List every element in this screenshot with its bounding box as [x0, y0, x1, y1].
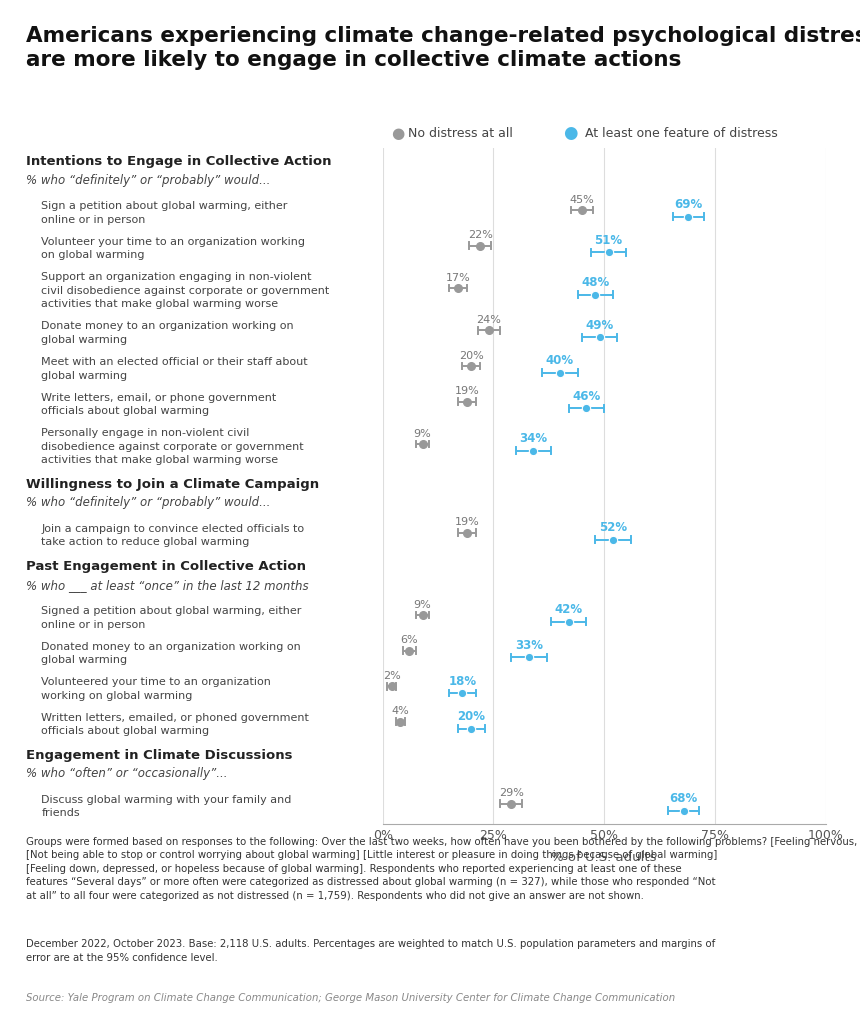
Text: Write letters, email, or phone government
officials about global warming: Write letters, email, or phone governmen… — [41, 392, 277, 416]
Text: 19%: 19% — [454, 386, 479, 396]
Text: 42%: 42% — [555, 603, 583, 616]
Text: Volunteered your time to an organization
working on global warming: Volunteered your time to an organization… — [41, 677, 271, 700]
Text: Volunteer your time to an organization working
on global warming: Volunteer your time to an organization w… — [41, 237, 305, 260]
Text: 9%: 9% — [414, 599, 432, 609]
Text: ●: ● — [391, 126, 404, 140]
Text: 51%: 51% — [594, 233, 623, 247]
Text: % who “often” or “occasionally”...: % who “often” or “occasionally”... — [26, 767, 227, 780]
X-axis label: % of U.S. adults: % of U.S. adults — [551, 851, 657, 863]
Text: Source: Yale Program on Climate Change Communication; George Mason University Ce: Source: Yale Program on Climate Change C… — [26, 993, 675, 1004]
Text: Signed a petition about global warming, either
online or in person: Signed a petition about global warming, … — [41, 606, 302, 630]
Text: ●: ● — [563, 124, 578, 142]
Text: Join a campaign to convince elected officials to
take action to reduce global wa: Join a campaign to convince elected offi… — [41, 524, 304, 548]
Text: 68%: 68% — [670, 793, 698, 805]
Text: 49%: 49% — [586, 318, 614, 332]
Text: 17%: 17% — [445, 272, 470, 283]
Text: Support an organization engaging in non-violent
civil disobedience against corpo: Support an organization engaging in non-… — [41, 272, 329, 309]
Text: 22%: 22% — [468, 230, 493, 241]
Text: 40%: 40% — [546, 354, 574, 368]
Text: 29%: 29% — [499, 788, 524, 799]
Text: 45%: 45% — [569, 195, 594, 205]
Text: 9%: 9% — [414, 428, 432, 438]
Text: Personally engage in non-violent civil
disobedience against corporate or governm: Personally engage in non-violent civil d… — [41, 428, 304, 465]
Text: Donated money to an organization working on
global warming: Donated money to an organization working… — [41, 641, 301, 666]
Text: Sign a petition about global warming, either
online or in person: Sign a petition about global warming, ei… — [41, 201, 287, 224]
Text: % who “definitely” or “probably” would...: % who “definitely” or “probably” would..… — [26, 497, 270, 510]
Text: 19%: 19% — [454, 517, 479, 527]
Text: 46%: 46% — [572, 390, 600, 403]
Text: 20%: 20% — [458, 710, 485, 723]
Text: Written letters, emailed, or phoned government
officials about global warming: Written letters, emailed, or phoned gove… — [41, 713, 309, 736]
Text: Americans experiencing climate change-related psychological distress
are more li: Americans experiencing climate change-re… — [26, 26, 860, 70]
Text: December 2022, October 2023. Base: 2,118 U.S. adults. Percentages are weighted t: December 2022, October 2023. Base: 2,118… — [26, 939, 715, 963]
Text: 20%: 20% — [459, 350, 483, 360]
Text: At least one feature of distress: At least one feature of distress — [585, 127, 777, 139]
Text: 18%: 18% — [448, 675, 476, 687]
Text: 4%: 4% — [391, 707, 409, 716]
Text: Discuss global warming with your family and
friends: Discuss global warming with your family … — [41, 795, 292, 818]
Text: 24%: 24% — [476, 315, 501, 325]
Text: 69%: 69% — [674, 199, 703, 211]
Text: 6%: 6% — [401, 635, 418, 645]
Text: 52%: 52% — [599, 521, 627, 535]
Text: Willingness to Join a Climate Campaign: Willingness to Join a Climate Campaign — [26, 478, 319, 490]
Text: Intentions to Engage in Collective Action: Intentions to Engage in Collective Actio… — [26, 155, 331, 168]
Text: 48%: 48% — [581, 276, 610, 290]
Text: 2%: 2% — [383, 671, 401, 681]
Text: % who ___ at least “once” in the last 12 months: % who ___ at least “once” in the last 12… — [26, 579, 309, 592]
Text: 33%: 33% — [515, 639, 543, 652]
Text: Groups were formed based on responses to the following: Over the last two weeks,: Groups were formed based on responses to… — [26, 837, 860, 901]
Text: Engagement in Climate Discussions: Engagement in Climate Discussions — [26, 749, 292, 762]
Text: No distress at all: No distress at all — [408, 127, 513, 139]
Text: 34%: 34% — [519, 432, 547, 445]
Text: Meet with an elected official or their staff about
global warming: Meet with an elected official or their s… — [41, 357, 308, 381]
Text: Past Engagement in Collective Action: Past Engagement in Collective Action — [26, 560, 306, 573]
Text: % who “definitely” or “probably” would...: % who “definitely” or “probably” would..… — [26, 174, 270, 186]
Text: Donate money to an organization working on
global warming: Donate money to an organization working … — [41, 322, 294, 345]
